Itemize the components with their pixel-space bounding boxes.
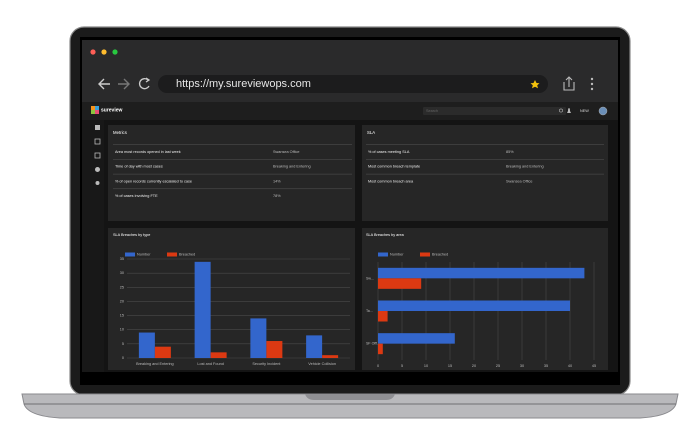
y-tick-label: 0 — [122, 356, 124, 360]
row-label: % of open records currently escalated to… — [115, 179, 192, 183]
nav-settings[interactable] — [95, 167, 100, 172]
y-tick-label: 30 — [120, 271, 124, 275]
y-tick-label: 5 — [122, 342, 124, 346]
chart-title: SLA Breaches by type — [113, 233, 150, 237]
bar — [378, 300, 570, 311]
x-tick-label: 5 — [401, 364, 403, 368]
search-icon[interactable] — [559, 108, 563, 113]
row-value: Swansea Office — [273, 150, 300, 154]
bar — [138, 332, 155, 358]
x-tick-label: Vehicle Collision — [308, 362, 336, 366]
metrics-panel — [108, 125, 355, 221]
nav-dashboard[interactable] — [95, 125, 100, 130]
row-value: Swansea Office — [506, 179, 533, 183]
logo: sureview — [101, 107, 123, 113]
row-value: 78% — [273, 194, 281, 198]
row-value: 14% — [273, 179, 281, 183]
x-tick-label: Security Incident — [252, 362, 281, 366]
x-tick-label: 35 — [544, 364, 548, 368]
bookmark-star[interactable] — [530, 80, 540, 89]
notch — [305, 394, 395, 400]
address-bar[interactable] — [158, 75, 548, 93]
x-tick-label: 20 — [472, 364, 476, 368]
bar — [194, 261, 211, 358]
minimize-dot[interactable] — [101, 49, 107, 55]
app-header — [82, 102, 618, 120]
legend-swatch — [167, 252, 177, 257]
y-tick-label: 15 — [120, 314, 124, 318]
x-tick-label: 10 — [424, 364, 428, 368]
y-tick-label: Ta... — [366, 309, 373, 313]
x-tick-label: 40 — [568, 364, 572, 368]
search-placeholder: Search — [426, 109, 438, 113]
y-tick-label: 10 — [120, 328, 124, 332]
legend-swatch — [125, 252, 135, 257]
panel-title: SLA — [367, 130, 375, 135]
x-tick-label: 15 — [448, 364, 452, 368]
row-label: Time of day with most cases — [115, 165, 163, 169]
x-tick-label: Lost and Found — [197, 362, 223, 366]
bar — [378, 267, 585, 279]
bar — [322, 355, 339, 358]
y-tick-label: Sw... — [366, 276, 374, 280]
row-label: % of cases involving FTE — [115, 194, 158, 198]
bar — [154, 346, 171, 358]
bar — [250, 318, 267, 358]
y-tick-label: SF Offi... — [366, 342, 380, 346]
panel-title: Metrics — [113, 130, 127, 135]
x-tick-label: 0 — [377, 364, 379, 368]
legend-label: Breached — [432, 253, 448, 257]
back-button[interactable] — [98, 78, 110, 90]
row-value: Breaking and Entering — [506, 165, 544, 169]
close-dot[interactable] — [90, 49, 96, 55]
row-label: % of cases meeting SLA — [368, 150, 410, 154]
new-button[interactable]: NEW — [580, 109, 589, 113]
legend-label: Number — [137, 253, 151, 257]
bar — [306, 335, 323, 358]
x-tick-label: Breaking and Entering — [136, 362, 174, 366]
bar — [378, 343, 383, 355]
nav-records[interactable] — [94, 138, 101, 145]
row-label: Most common breach area — [368, 179, 414, 183]
nav-reports[interactable] — [94, 152, 101, 159]
notification-icon[interactable] — [567, 108, 571, 113]
y-tick-label: 25 — [120, 285, 124, 289]
row-value: 85% — [506, 150, 514, 154]
x-tick-label: 30 — [520, 364, 524, 368]
y-tick-label: 20 — [120, 299, 124, 303]
share-button[interactable] — [563, 76, 575, 91]
row-label: Most common breach template — [368, 165, 420, 169]
bar — [378, 278, 422, 289]
legend-label: Number — [390, 253, 404, 257]
sidebar — [82, 120, 104, 372]
chart-title: SLA Breaches by area — [366, 233, 405, 237]
laptop-base — [21, 393, 679, 419]
logo-mark — [91, 106, 99, 114]
search-box[interactable] — [423, 107, 566, 115]
maximize-dot[interactable] — [112, 49, 118, 55]
forward-button[interactable] — [118, 78, 130, 90]
bar — [266, 341, 283, 358]
bar — [378, 333, 455, 344]
nav-users[interactable] — [95, 181, 100, 185]
menu-button[interactable] — [590, 77, 594, 91]
avatar[interactable] — [598, 106, 608, 116]
bar — [378, 311, 388, 322]
x-tick-label: 25 — [496, 364, 500, 368]
x-tick-label: 45 — [592, 364, 596, 368]
chart-panel — [362, 228, 608, 370]
row-value: Breaking and Entering — [273, 165, 311, 169]
reload-button[interactable] — [139, 77, 151, 90]
legend-swatch — [378, 252, 388, 257]
sla-panel — [362, 125, 608, 221]
legend-swatch — [420, 252, 430, 257]
y-tick-label: 35 — [120, 257, 124, 261]
bar — [210, 352, 227, 358]
sidebar-icons — [94, 125, 101, 185]
row-label: Area most records opened in last week — [115, 150, 181, 154]
url: https://my.sureviewops.com — [176, 78, 311, 90]
legend-label: Breached — [179, 253, 195, 257]
